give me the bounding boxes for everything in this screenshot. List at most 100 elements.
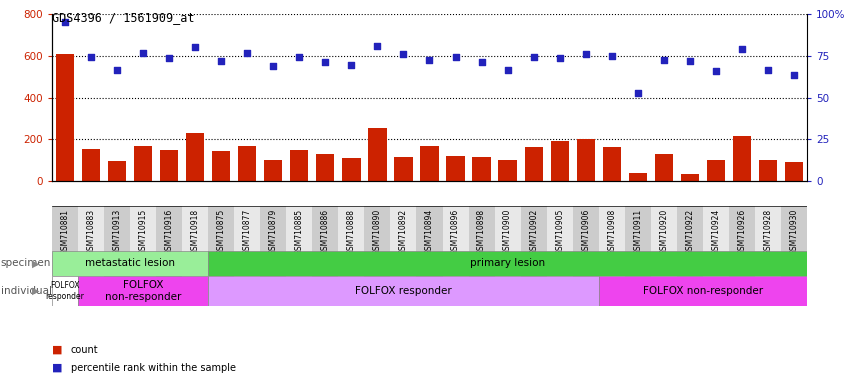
Point — [787, 71, 801, 78]
Point — [214, 58, 228, 64]
Point — [761, 67, 774, 73]
Text: FOLFOX non-responder: FOLFOX non-responder — [643, 286, 763, 296]
Bar — [290, 150, 308, 181]
Point — [709, 68, 722, 74]
Text: GSM710906: GSM710906 — [581, 209, 591, 255]
Text: GSM710898: GSM710898 — [477, 209, 486, 255]
Point — [371, 43, 385, 50]
Text: primary lesion: primary lesion — [470, 258, 545, 268]
Bar — [677, 206, 703, 281]
Bar — [108, 161, 126, 181]
Bar — [264, 160, 283, 181]
Point — [266, 63, 280, 69]
Bar — [707, 160, 725, 181]
Bar — [499, 160, 517, 181]
Bar — [546, 206, 573, 281]
Bar — [391, 206, 416, 281]
Text: GSM710930: GSM710930 — [790, 209, 798, 255]
Bar — [625, 206, 651, 281]
Point — [475, 59, 488, 65]
Text: GSM710908: GSM710908 — [608, 209, 616, 255]
Bar — [52, 276, 78, 306]
Point — [448, 54, 462, 60]
Bar — [104, 206, 130, 281]
Text: GSM710915: GSM710915 — [139, 209, 147, 255]
Bar — [208, 251, 807, 276]
Text: percentile rank within the sample: percentile rank within the sample — [71, 363, 236, 373]
Text: GSM710913: GSM710913 — [112, 209, 122, 255]
Bar — [654, 154, 673, 181]
Point — [111, 67, 124, 73]
Text: GSM710883: GSM710883 — [87, 209, 95, 255]
Bar — [208, 206, 234, 281]
Point — [397, 51, 410, 57]
Text: GSM710905: GSM710905 — [555, 209, 564, 255]
Bar — [603, 147, 621, 181]
Bar — [208, 276, 599, 306]
Text: FOLFOX
non-responder: FOLFOX non-responder — [105, 280, 181, 302]
Text: GSM710886: GSM710886 — [321, 209, 330, 255]
Bar — [521, 206, 546, 281]
Point — [345, 62, 358, 68]
Text: individual: individual — [1, 286, 52, 296]
Text: FOLFOX
responder: FOLFOX responder — [46, 281, 84, 301]
Text: ▶: ▶ — [31, 286, 39, 296]
Point — [293, 54, 306, 60]
Bar — [759, 160, 777, 181]
Point — [241, 50, 254, 56]
Bar — [703, 206, 729, 281]
Bar — [78, 206, 104, 281]
Bar — [82, 149, 100, 181]
Bar — [160, 150, 178, 181]
Bar — [130, 206, 156, 281]
Text: specimen: specimen — [1, 258, 51, 268]
Point — [318, 59, 332, 65]
Bar — [573, 206, 599, 281]
Bar — [342, 158, 361, 181]
Bar — [260, 206, 286, 281]
Bar — [156, 206, 182, 281]
Bar — [755, 206, 781, 281]
Bar — [524, 147, 543, 181]
Text: GSM710928: GSM710928 — [763, 209, 773, 255]
Bar — [729, 206, 755, 281]
Point — [631, 90, 644, 96]
Point — [188, 44, 202, 50]
Text: GSM710926: GSM710926 — [738, 209, 746, 255]
Point — [500, 67, 514, 73]
Bar — [186, 133, 204, 181]
Text: metastatic lesion: metastatic lesion — [85, 258, 175, 268]
Text: GSM710888: GSM710888 — [347, 209, 356, 255]
Text: ■: ■ — [52, 345, 62, 355]
Bar — [472, 157, 491, 181]
Bar — [286, 206, 312, 281]
Point — [605, 53, 619, 59]
Point — [84, 54, 98, 60]
Point — [423, 57, 437, 63]
Point — [527, 54, 540, 60]
Point — [553, 55, 567, 61]
Bar — [629, 173, 647, 181]
Text: ■: ■ — [52, 363, 62, 373]
Bar — [494, 206, 521, 281]
Bar — [469, 206, 494, 281]
Text: GDS4396 / 1561909_at: GDS4396 / 1561909_at — [52, 12, 195, 25]
Bar — [733, 136, 751, 181]
Bar — [599, 276, 807, 306]
Bar — [651, 206, 677, 281]
Bar — [52, 206, 78, 281]
Point — [136, 50, 150, 56]
Bar — [681, 174, 699, 181]
Bar — [52, 251, 208, 276]
Bar — [368, 128, 386, 181]
Bar — [447, 156, 465, 181]
Bar — [420, 146, 438, 181]
Text: GSM710900: GSM710900 — [503, 209, 512, 255]
Bar — [317, 154, 334, 181]
Point — [163, 55, 176, 61]
Text: GSM710892: GSM710892 — [399, 209, 408, 255]
Bar — [312, 206, 339, 281]
Text: GSM710885: GSM710885 — [294, 209, 304, 255]
Bar — [339, 206, 364, 281]
Point — [579, 51, 592, 57]
